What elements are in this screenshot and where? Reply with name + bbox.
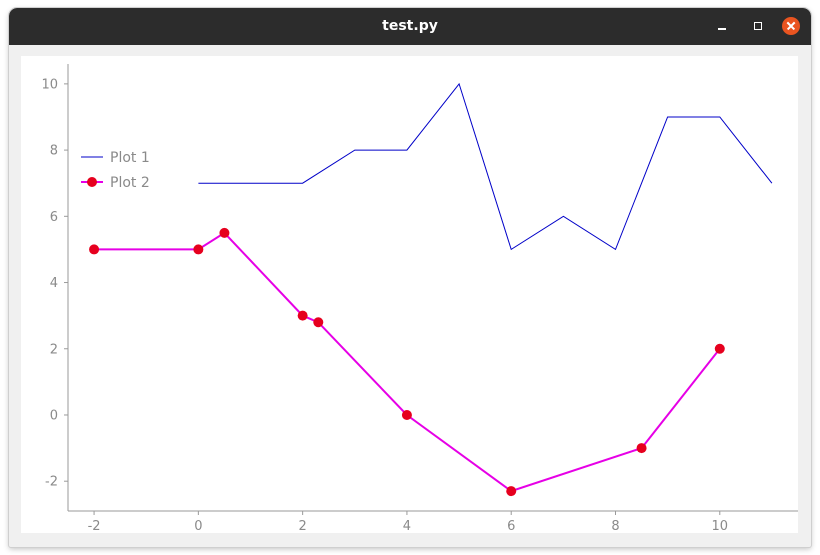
legend-label: Plot 1 [110, 150, 150, 166]
minimize-icon [718, 28, 726, 30]
line-chart[interactable]: -2 0 2 4 6 8 10 -2 0 2 4 6 8 10 Plot 1 Plot 2 [21, 56, 798, 534]
close-icon [782, 17, 800, 35]
legend-item[interactable]: Plot 2 [81, 175, 150, 191]
x-tick-label: 4 [403, 519, 411, 533]
y-tick-label: -2 [45, 475, 58, 490]
series-1 [198, 82, 773, 251]
app-window: test.py -2 0 2 4 6 8 10 -2 0 2 4 6 8 10 Plot 1 Plot 2 [9, 8, 811, 547]
axes: -2 0 2 4 6 8 10 -2 0 2 4 6 8 10 [41, 64, 798, 534]
legend-item[interactable]: Plot 1 [81, 150, 150, 166]
data-point [219, 227, 230, 238]
series-2 [89, 227, 725, 497]
window-title: test.py [382, 18, 438, 34]
data-point [506, 486, 517, 497]
data-point [89, 244, 100, 255]
x-tick-label: 10 [712, 519, 729, 533]
series-line [198, 82, 773, 251]
y-tick-label: 0 [50, 408, 58, 423]
maximize-icon [754, 22, 762, 30]
x-tick-label: -2 [88, 519, 101, 533]
minimize-button[interactable] [712, 16, 732, 36]
close-button[interactable] [781, 16, 801, 36]
data-point [714, 343, 725, 354]
data-point [636, 443, 647, 454]
y-tick-label: 10 [41, 77, 58, 92]
x-tick-label: 2 [299, 519, 307, 533]
maximize-button[interactable] [748, 16, 768, 36]
title-bar[interactable]: test.py [9, 8, 811, 45]
data-point [297, 310, 308, 321]
data-point [401, 409, 412, 420]
y-tick-label: 8 [50, 144, 58, 159]
series-layer [89, 82, 773, 497]
x-tick-label: 6 [507, 519, 515, 533]
legend[interactable]: Plot 1 Plot 2 [81, 150, 150, 191]
plot-widget[interactable]: -2 0 2 4 6 8 10 -2 0 2 4 6 8 10 Plot 1 Plot 2 [21, 56, 798, 534]
x-tick-label: 0 [194, 519, 202, 533]
y-tick-label: 4 [50, 276, 58, 291]
legend-marker [87, 177, 97, 187]
legend-label: Plot 2 [110, 175, 150, 191]
series-line [94, 231, 721, 493]
y-tick-label: 6 [50, 210, 58, 225]
data-point [313, 317, 324, 328]
y-tick-label: 2 [50, 342, 58, 357]
x-tick-label: 8 [611, 519, 619, 533]
data-point [193, 244, 204, 255]
